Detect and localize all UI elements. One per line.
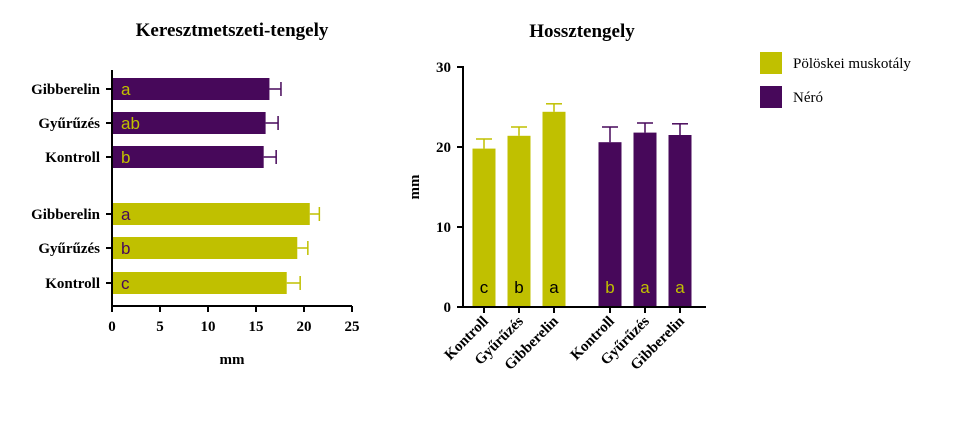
- legend-label-nero: Néró: [793, 90, 823, 106]
- y-tick-label-right-20: 20: [436, 140, 451, 156]
- left-x-axis-label: mm: [220, 352, 245, 368]
- bar-right-poloskei-muskotaly-gyuruzes: [507, 135, 531, 307]
- bar-left-nero-gibberelin: [112, 78, 270, 100]
- letter-right-nero-gibberelin: a: [675, 278, 685, 297]
- x-tick-label-left-10: 10: [201, 319, 216, 335]
- bar-right-nero-kontroll: [598, 142, 622, 307]
- bar-right-nero-gyuruzes: [633, 132, 657, 307]
- legend-swatch-nero: [760, 86, 782, 108]
- category-label-left-nero-gibberelin: Gibberelin: [31, 82, 101, 98]
- x-tick-label-left-5: 5: [156, 319, 164, 335]
- legend: Pölöskei muskotály Néró: [760, 52, 911, 108]
- letter-left-poloskei-muskotaly-gibberelin: a: [121, 205, 131, 224]
- bar-left-poloskei-muskotaly-gibberelin: [112, 203, 310, 225]
- letter-left-nero-gibberelin: a: [121, 80, 131, 99]
- bar-left-poloskei-muskotaly-kontroll: [112, 272, 287, 294]
- category-label-left-nero-kontroll: Kontroll: [45, 150, 100, 166]
- longitudinal-title: Hossztengely: [529, 21, 635, 42]
- cross-section-title: Keresztmetszeti-tengely: [136, 20, 329, 41]
- letter-right-poloskei-muskotaly-kontroll: c: [480, 278, 489, 297]
- legend-label-poloskei-muskotaly: Pölöskei muskotály: [793, 56, 911, 72]
- letter-left-poloskei-muskotaly-gyuruzes: b: [121, 239, 130, 258]
- letter-left-nero-gyuruzes: ab: [121, 114, 140, 133]
- y-tick-label-right-30: 30: [436, 60, 451, 76]
- letter-right-poloskei-muskotaly-gyuruzes: b: [514, 278, 523, 297]
- category-label-left-poloskei-muskotaly-gyuruzes: Gyűrűzés: [38, 241, 100, 257]
- x-tick-label-left-20: 20: [297, 319, 312, 335]
- cross-section-chart: Keresztmetszeti-tengely aGibberelinabGyű…: [31, 20, 359, 368]
- bar-right-nero-gibberelin: [668, 135, 692, 307]
- bar-right-poloskei-muskotaly-kontroll: [472, 148, 496, 307]
- letter-left-nero-kontroll: b: [121, 148, 130, 167]
- bar-right-poloskei-muskotaly-gibberelin: [542, 111, 566, 307]
- category-label-left-poloskei-muskotaly-gibberelin: Gibberelin: [31, 207, 101, 223]
- letter-right-nero-kontroll: b: [605, 278, 614, 297]
- bar-left-nero-kontroll: [112, 146, 264, 168]
- letter-left-poloskei-muskotaly-kontroll: c: [121, 274, 130, 293]
- y-tick-label-right-10: 10: [436, 220, 451, 236]
- x-tick-label-left-0: 0: [108, 319, 116, 335]
- category-label-left-nero-gyuruzes: Gyűrűzés: [38, 116, 100, 132]
- bar-left-nero-gyuruzes: [112, 112, 266, 134]
- letter-right-poloskei-muskotaly-gibberelin: a: [549, 278, 559, 297]
- category-label-left-poloskei-muskotaly-kontroll: Kontroll: [45, 276, 100, 292]
- legend-swatch-poloskei-muskotaly: [760, 52, 782, 74]
- right-y-axis-label: mm: [407, 174, 423, 199]
- y-tick-label-right-0: 0: [444, 300, 452, 316]
- bar-left-poloskei-muskotaly-gyuruzes: [112, 237, 298, 259]
- x-tick-label-left-15: 15: [249, 319, 264, 335]
- longitudinal-chart: Hossztengely cKontrollbGyűrűzésaGibberel…: [407, 21, 706, 374]
- x-tick-label-left-25: 25: [345, 319, 360, 335]
- letter-right-nero-gyuruzes: a: [640, 278, 650, 297]
